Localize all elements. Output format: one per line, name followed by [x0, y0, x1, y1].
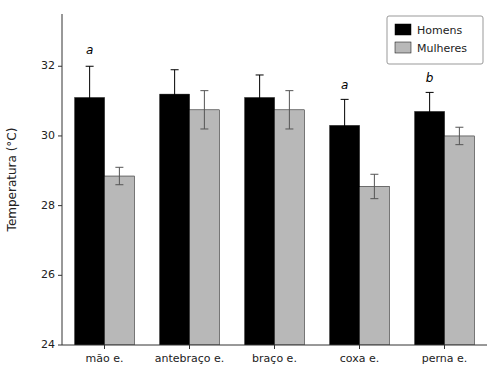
bar	[415, 112, 445, 345]
error-bar	[370, 174, 378, 198]
error-bar	[455, 127, 463, 144]
legend-label: Homens	[417, 24, 462, 37]
y-tick-label: 28	[41, 199, 55, 212]
bar	[75, 98, 105, 345]
y-axis-label: Temperatura (°C)	[5, 128, 19, 233]
error-bar	[86, 66, 94, 129]
annotation: a	[341, 78, 348, 92]
annotation: b	[426, 71, 434, 85]
error-bar	[341, 99, 349, 151]
x-tick-label: perna e.	[422, 352, 468, 365]
y-tick-label: 30	[41, 129, 55, 142]
bar	[445, 136, 475, 345]
bar	[245, 98, 275, 345]
legend-frame	[387, 16, 483, 64]
legend-swatch	[395, 42, 411, 53]
y-axis	[62, 14, 63, 345]
bar	[160, 94, 190, 345]
legend: Homens Mulheres	[387, 16, 483, 64]
bar	[330, 125, 360, 345]
y-tick	[58, 66, 62, 67]
x-tick	[359, 345, 360, 349]
x-tick	[274, 345, 275, 349]
bar	[360, 186, 390, 345]
x-tick-label: antebraço e.	[155, 352, 225, 365]
error-bar	[115, 167, 123, 184]
y-tick-label: 26	[41, 268, 55, 281]
y-tick-label: 24	[41, 338, 55, 351]
x-tick-label: braço e.	[252, 352, 297, 365]
y-tick	[58, 275, 62, 276]
y-tick	[58, 205, 62, 206]
x-tick	[444, 345, 445, 349]
error-bar	[200, 91, 208, 129]
legend-swatch	[395, 24, 411, 35]
y-tick	[58, 135, 62, 136]
annotation: a	[86, 43, 93, 57]
y-tick	[58, 345, 62, 346]
chart: 24 26 28 30 32 mão e. antebraço e. braço e. coxa…	[0, 0, 501, 389]
x-tick-label: coxa e.	[340, 352, 379, 365]
error-bar	[426, 92, 434, 130]
x-tick-label: mão e.	[86, 352, 124, 365]
error-bar	[256, 75, 264, 120]
x-tick	[104, 345, 105, 349]
bar	[275, 110, 305, 345]
error-bar	[171, 70, 179, 119]
legend-label: Mulheres	[417, 42, 467, 55]
y-tick-label: 32	[41, 59, 55, 72]
x-tick	[189, 345, 190, 349]
bar	[190, 110, 220, 345]
bars	[75, 66, 475, 345]
bar	[105, 176, 135, 345]
error-bar	[285, 91, 293, 129]
